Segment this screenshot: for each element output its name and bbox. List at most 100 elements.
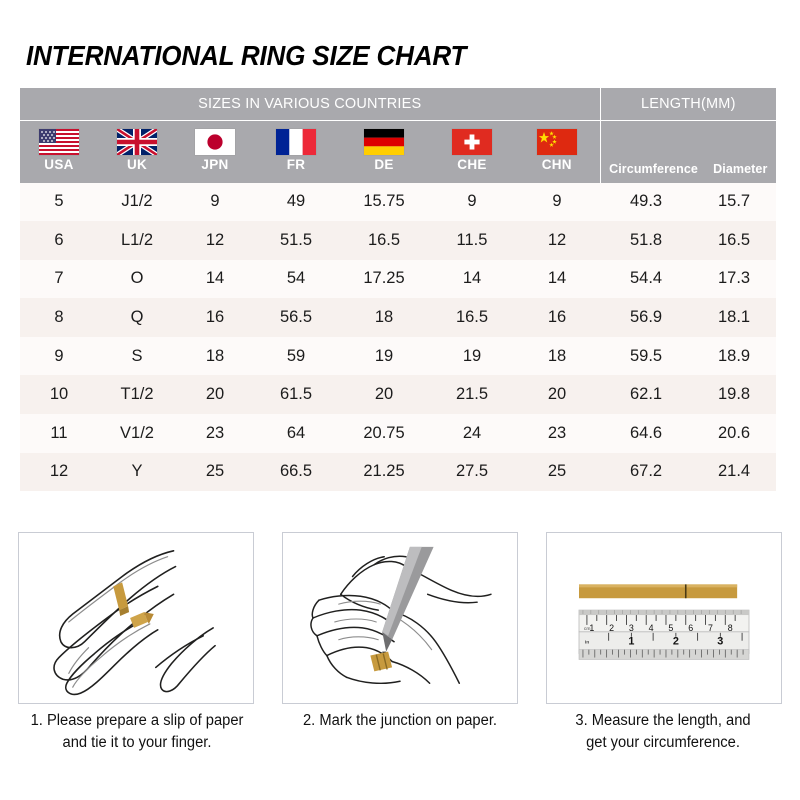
flag-che-icon (452, 129, 492, 155)
ruler-cm-tick-label: 3 (629, 623, 634, 633)
cell-che: 11.5 (430, 221, 514, 260)
cell-jpn: 14 (176, 259, 254, 299)
cell-uk: L1/2 (98, 221, 176, 260)
cell-che: 19 (430, 336, 514, 376)
cell-uk: S (98, 336, 176, 376)
country-code-label: JPN (201, 157, 229, 172)
instruction-captions: 1. Please prepare a slip of paper and ti… (8, 710, 792, 754)
cell-uk: O (98, 259, 176, 299)
cell-fr: 49 (254, 182, 338, 222)
column-header-diameter: Diameter (713, 161, 768, 176)
cell-jpn: 9 (176, 182, 254, 222)
cell-fr: 64 (254, 414, 338, 453)
cell-de: 17.25 (338, 259, 430, 299)
cell-circumference: 64.6 (600, 414, 693, 453)
cell-chn: 20 (514, 375, 601, 415)
ruler-cm-unit-label: cm (584, 627, 591, 632)
ruler-icon: 1 2 3 4 5 6 7 8 cm 1 2 3 in (578, 609, 750, 660)
cell-chn: 14 (514, 259, 601, 299)
table-row: 6 L1/2 12 51.5 16.5 11.5 12 51.8 16.5 (20, 221, 777, 260)
column-header-jpn: JPN (176, 120, 254, 183)
cell-chn: 25 (514, 452, 601, 492)
flag-uk-icon (117, 129, 157, 155)
cell-diameter: 16.5 (692, 221, 777, 260)
cell-circumference: 56.9 (600, 298, 693, 337)
table-row: 9 S 18 59 19 19 18 59.5 18.9 (20, 336, 777, 376)
flag-chn-icon (536, 129, 577, 155)
ruler-cm-tick-label: 6 (688, 623, 693, 633)
cell-che: 14 (430, 259, 514, 299)
column-header-fr: FR (254, 120, 338, 183)
flag-fr-icon (276, 129, 316, 155)
cell-circumference: 49.3 (600, 182, 693, 222)
country-code-label: USA (44, 157, 74, 172)
cell-che: 16.5 (430, 298, 514, 337)
ruler-cm-tick-label: 7 (708, 623, 713, 633)
table-row: 8 Q 16 56.5 18 16.5 16 56.9 18.1 (20, 298, 777, 337)
caption-line: get your circumference. (586, 734, 740, 751)
cell-chn: 23 (514, 414, 601, 453)
cell-diameter: 18.1 (692, 298, 777, 337)
paper-strip-gold (370, 651, 393, 672)
cell-circumference: 62.1 (600, 375, 693, 415)
cell-jpn: 23 (176, 414, 254, 453)
ring-size-table-container: SIZES IN VARIOUS COUNTRIES LENGTH(MM) (20, 88, 777, 492)
cell-uk: T1/2 (98, 375, 176, 415)
cell-chn: 18 (514, 336, 601, 376)
cell-usa: 9 (20, 336, 98, 376)
flag-jpn-icon (195, 129, 235, 155)
cell-de: 16.5 (338, 221, 430, 260)
cell-jpn: 16 (176, 298, 254, 337)
table-row: 5 J1/2 9 49 15.75 9 9 49.3 15.7 (20, 182, 777, 222)
table-row: 12 Y 25 66.5 21.25 27.5 25 67.2 21.4 (20, 452, 777, 492)
group-header-length: LENGTH(MM) (599, 88, 777, 121)
instruction-panels: 1 2 3 4 5 6 7 8 cm 1 2 3 in (18, 532, 782, 704)
cell-fr: 51.5 (254, 221, 338, 260)
cell-de: 15.75 (338, 182, 430, 222)
cell-che: 27.5 (430, 452, 514, 492)
cell-usa: 12 (20, 452, 98, 492)
step-1-caption: 1. Please prepare a slip of paper and ti… (14, 710, 259, 754)
page-title: INTERNATIONAL RING SIZE CHART (26, 40, 467, 71)
country-code-label: FR (286, 157, 306, 172)
ruler-measuring-paper-strip-icon: 1 2 3 4 5 6 7 8 cm 1 2 3 in (578, 584, 750, 660)
cell-circumference: 67.2 (600, 452, 693, 492)
cell-de: 18 (338, 298, 430, 337)
caption-line: 1. Please prepare a slip of paper (30, 712, 244, 729)
cell-fr: 56.5 (254, 298, 338, 337)
table-row: 11 V1/2 23 64 20.75 24 23 64.6 20.6 (20, 414, 777, 453)
ruler-cm-tick-label: 5 (668, 623, 673, 633)
cell-jpn: 20 (176, 375, 254, 415)
column-header-che: CHE (430, 120, 514, 183)
table-body: 5 J1/2 9 49 15.75 9 9 49.3 15.7 6 L1/2 1… (20, 182, 777, 492)
column-header-uk: UK (98, 120, 176, 183)
cell-usa: 5 (20, 182, 98, 222)
step-3-caption: 3. Measure the length, and get your circ… (540, 710, 785, 754)
cell-fr: 54 (254, 259, 338, 299)
cell-usa: 10 (20, 375, 98, 415)
group-header-countries: SIZES IN VARIOUS COUNTRIES (20, 88, 601, 121)
cell-che: 9 (430, 182, 514, 222)
cell-de: 20.75 (338, 414, 430, 453)
country-code-label: UK (126, 157, 148, 172)
ruler-inch-tick-label: 1 (628, 636, 634, 648)
caption-line: 3. Measure the length, and (575, 712, 751, 729)
country-code-label: DE (374, 157, 394, 172)
ruler-cm-tick-label: 1 (589, 623, 594, 633)
cell-diameter: 18.9 (692, 336, 777, 376)
table-row: 10 T1/2 20 61.5 20 21.5 20 62.1 19.8 (20, 375, 777, 415)
cell-usa: 11 (20, 414, 98, 453)
ruler-inch-unit-label: in (585, 640, 589, 646)
cell-de: 21.25 (338, 452, 430, 492)
table-row: 7 O 14 54 17.25 14 14 54.4 17.3 (20, 259, 777, 299)
ruler-inch-tick-label: 2 (673, 636, 679, 648)
caption-line: 2. Mark the junction on paper. (302, 712, 498, 729)
cell-che: 21.5 (430, 375, 514, 415)
cell-che: 24 (430, 414, 514, 453)
ring-size-table: SIZES IN VARIOUS COUNTRIES LENGTH(MM) (20, 88, 777, 492)
cell-uk: Y (98, 452, 176, 492)
cell-circumference: 59.5 (600, 336, 693, 376)
country-code-label: CHE (457, 157, 487, 172)
column-header-de: DE (338, 120, 430, 183)
caption-line: and tie it to your finger. (62, 734, 212, 751)
